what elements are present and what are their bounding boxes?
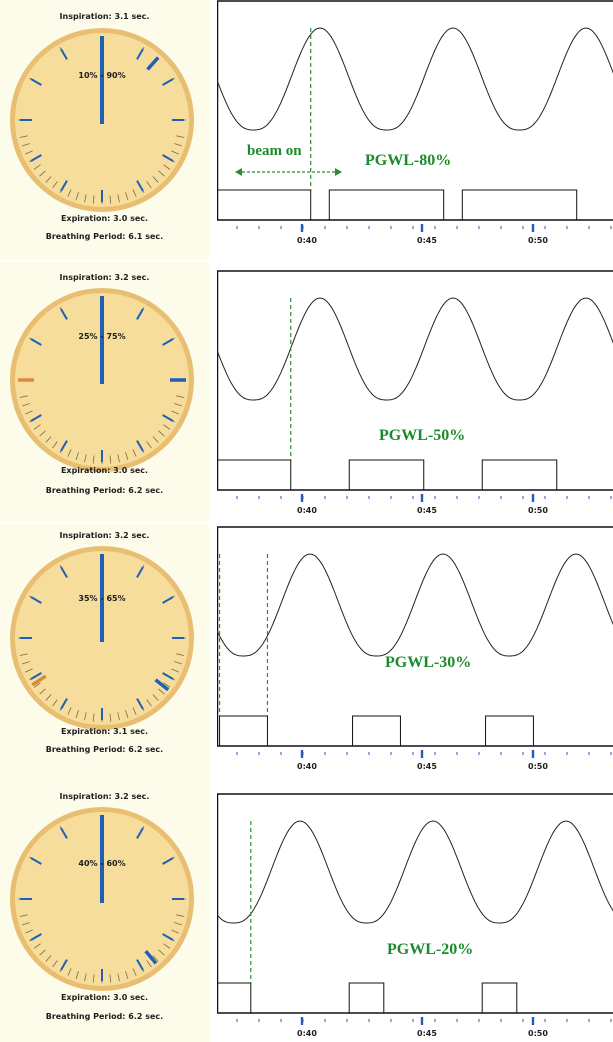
- breathing-dial-column: Inspiration: 3.1 sec. 10% - 90% Expirati…: [0, 0, 209, 259]
- breathing-dial: 25% - 75%: [7, 285, 197, 475]
- beam-on-gate: [353, 716, 401, 746]
- beam-on-gate: [349, 983, 384, 1013]
- respiratory-trace-plot: beam on PGWL-80% 0:40 0:45 0:50: [217, 0, 613, 259]
- time-axis-label: 0:45: [417, 236, 437, 245]
- gating-panel-3: Inspiration: 3.2 sec. 35% - 65% Expirati…: [0, 524, 613, 783]
- time-axis-label: 0:40: [297, 762, 317, 771]
- gating-panel-1: Inspiration: 3.1 sec. 10% - 90% Expirati…: [0, 0, 613, 259]
- time-axis-label: 0:50: [528, 506, 548, 515]
- beam-on-gate: [217, 983, 251, 1013]
- pgwl-label: PGWL-20%: [387, 941, 473, 958]
- breathing-period-label: Breathing Period: 6.1 sec.: [0, 232, 209, 241]
- time-axis-label: 0:50: [528, 236, 548, 245]
- beam-on-gates: [217, 983, 517, 1013]
- dial-face: [10, 546, 194, 730]
- inspiration-label: Inspiration: 3.1 sec.: [0, 12, 209, 21]
- beam-on-gate: [349, 460, 424, 490]
- respiratory-waveform: [217, 298, 613, 400]
- pgwl-label: PGWL-50%: [379, 427, 465, 444]
- dial-face: [10, 807, 194, 991]
- expiration-label: Expiration: 3.1 sec.: [0, 727, 209, 736]
- beam-on-gates: [217, 460, 557, 490]
- pgwl-label: PGWL-30%: [385, 654, 471, 671]
- pgwl-label: PGWL-80%: [365, 152, 451, 169]
- expiration-label: Expiration: 3.0 sec.: [0, 993, 209, 1002]
- respiratory-waveform: [217, 554, 613, 656]
- breathing-dial-column: Inspiration: 3.2 sec. 35% - 65% Expirati…: [0, 524, 209, 783]
- beam-on-gate: [217, 460, 291, 490]
- time-axis-label: 0:45: [417, 1029, 437, 1037]
- breathing-dial: 10% - 90%: [7, 25, 197, 215]
- time-axis: 0:40 0:45 0:50: [237, 494, 611, 515]
- gating-window-label: 40% - 60%: [78, 859, 125, 868]
- gating-window-lines: [217, 28, 311, 190]
- respiratory-waveform: [217, 28, 613, 130]
- respiratory-trace-plot: PGWL-30% 0:40 0:45 0:50: [217, 526, 613, 783]
- gating-window-lines: [217, 821, 251, 983]
- breathing-period-label: Breathing Period: 6.2 sec.: [0, 745, 209, 754]
- expiration-label: Expiration: 3.0 sec.: [0, 214, 209, 223]
- time-axis-label: 0:50: [528, 762, 548, 771]
- beam-on-gate: [486, 716, 534, 746]
- beam-on-gate: [220, 716, 268, 746]
- gating-window-label: 35% - 65%: [78, 594, 125, 603]
- inspiration-label: Inspiration: 3.2 sec.: [0, 792, 209, 801]
- respiratory-trace-plot: PGWL-20% 0:40 0:45 0:50: [217, 793, 613, 1037]
- breathing-dial-column: Inspiration: 3.2 sec. 25% - 75% Expirati…: [0, 262, 209, 521]
- respiratory-trace-plot: PGWL-50% 0:40 0:45 0:50: [217, 270, 613, 521]
- gating-window-label: 10% - 90%: [78, 71, 125, 80]
- breathing-period-label: Breathing Period: 6.2 sec.: [0, 486, 209, 495]
- beam-on-label: beam on: [247, 143, 302, 159]
- time-axis-label: 0:40: [297, 236, 317, 245]
- time-axis: 0:40 0:45 0:50: [237, 1017, 611, 1037]
- plot-frame: [218, 794, 613, 1013]
- gating-window-lines: [217, 298, 291, 460]
- time-axis-label: 0:45: [417, 762, 437, 771]
- respiratory-waveform: [217, 821, 613, 923]
- beam-on-gates: [217, 190, 577, 220]
- beam-on-gate: [462, 190, 576, 220]
- beam-on-gate: [217, 190, 311, 220]
- expiration-label: Expiration: 3.0 sec.: [0, 466, 209, 475]
- gating-window-lines: [220, 554, 268, 716]
- beam-on-gate: [329, 190, 443, 220]
- inspiration-label: Inspiration: 3.2 sec.: [0, 531, 209, 540]
- gating-panel-2: Inspiration: 3.2 sec. 25% - 75% Expirati…: [0, 262, 613, 521]
- time-axis-label: 0:40: [297, 506, 317, 515]
- gating-panel-4: Inspiration: 3.2 sec. 40% - 60% Expirati…: [0, 783, 613, 1042]
- breathing-dial: 40% - 60%: [7, 804, 197, 994]
- time-axis-label: 0:50: [528, 1029, 548, 1037]
- dial-face: [10, 288, 194, 472]
- breathing-period-label: Breathing Period: 6.2 sec.: [0, 1012, 209, 1021]
- breathing-dial: 35% - 65%: [7, 543, 197, 733]
- plot-frame: [218, 527, 613, 746]
- beam-on-gate: [482, 983, 517, 1013]
- beam-on-gates: [220, 716, 534, 746]
- dial-face: [10, 28, 194, 212]
- time-axis: 0:40 0:45 0:50: [237, 750, 611, 771]
- gating-window-label: 25% - 75%: [78, 332, 125, 341]
- time-axis: 0:40 0:45 0:50: [237, 224, 611, 245]
- time-axis-label: 0:40: [297, 1029, 317, 1037]
- inspiration-label: Inspiration: 3.2 sec.: [0, 273, 209, 282]
- beam-on-gate: [482, 460, 557, 490]
- beam-on-arrow: beam on: [235, 143, 342, 176]
- breathing-dial-column: Inspiration: 3.2 sec. 40% - 60% Expirati…: [0, 783, 209, 1042]
- time-axis-label: 0:45: [417, 506, 437, 515]
